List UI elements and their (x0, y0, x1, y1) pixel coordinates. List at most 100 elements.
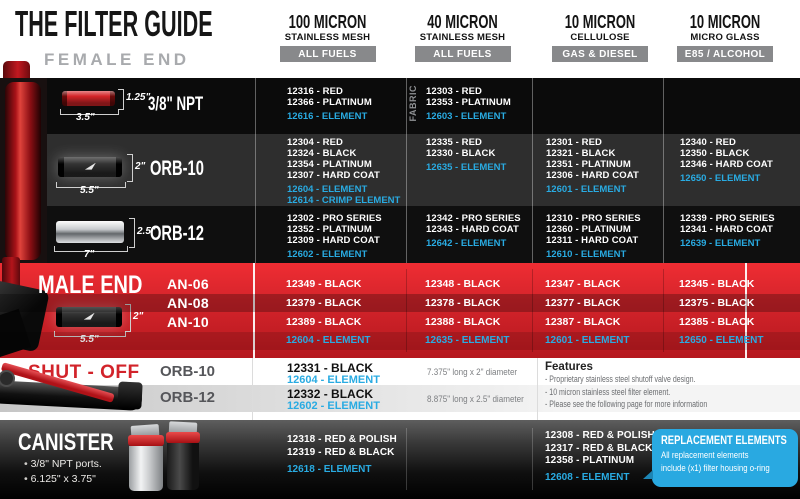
fuel-pump-image (0, 78, 47, 263)
elements-list: 12635 - ELEMENT (426, 162, 507, 173)
elements-list: 12603 - ELEMENT (426, 111, 507, 122)
elements-list: 12650 - ELEMENT (680, 173, 761, 184)
male-end-title: MALE END (38, 271, 143, 299)
male-cell: 12349 - BLACK (286, 278, 362, 290)
parts-list: 12302 - PRO SERIES 12352 - PLATINUM 12309 … (287, 213, 382, 246)
shutoff-size: 7.375" long x 2" diameter (427, 367, 518, 378)
dim-width: 7" (84, 249, 95, 260)
dim-width: 5.5" (80, 185, 99, 196)
parts-list: 12303 - RED 12353 - PLATINUM (426, 86, 511, 108)
shutoff-valve-pivot-image (0, 370, 15, 387)
dim-line-width (54, 331, 126, 337)
elements-list: 12642 - ELEMENT (426, 238, 507, 249)
elements-list: 12601 - ELEMENT (546, 184, 627, 195)
canister-cell: 12308 - RED & POLISH 12317 - RED & BLACK 1… (545, 430, 655, 484)
shut-off-section: SHUT - OFF ORB-10 ORB-12 12331 - BLACK 1… (0, 358, 800, 420)
male-cells: 12379 - BLACK 12378 - BLACK 12377 - BLAC… (255, 294, 800, 312)
dim-line-height (129, 218, 135, 248)
replacement-text: All replacement elements include (x1) fil… (661, 450, 770, 474)
page-title: THE FILTER GUIDE (15, 3, 213, 44)
an-label: AN-08 (167, 295, 209, 311)
elements-list: 12610 - ELEMENT (546, 249, 627, 260)
row-label: ORB-10 (150, 157, 204, 180)
male-cells: 12604 - ELEMENT 12635 - ELEMENT 12601 - … (255, 332, 800, 350)
dim-line-width (60, 109, 119, 115)
parts-list: 12310 - PRO SERIES 12360 - PLATINUM 12311 … (546, 213, 641, 246)
canister-silver-body-image (129, 446, 163, 491)
micron-label: 100 MICRON (288, 12, 367, 32)
dim-height: 2" (133, 311, 144, 322)
shutoff-part: 12332 - BLACK (287, 387, 374, 401)
male-element-cell: 12635 - ELEMENT (425, 335, 510, 346)
shutoff-row-label: ORB-12 (160, 389, 216, 406)
male-cell: 12379 - BLACK (286, 297, 362, 309)
part-cell: 12303 - RED 12353 - PLATINUM 12603 - ELEM… (406, 78, 532, 134)
part-cell: 12335 - RED 12330 - BLACK 12635 - ELEMENT (406, 134, 532, 206)
parts-list: 12318 - RED & POLISH 12319 - RED & BLACK (287, 434, 397, 458)
dim-height: 1.25" (126, 92, 151, 103)
fuel-badge: E85 / ALCOHOL (677, 46, 773, 62)
part-cell: 12342 - PRO SERIES 12343 - HARD COAT 1264… (406, 206, 532, 263)
elements-list: 12608 - ELEMENT (545, 471, 630, 483)
fuel-pump-body (5, 82, 41, 260)
features-block: Features - Proprietary stainless steel s… (545, 361, 753, 411)
separator (663, 269, 664, 352)
parts-list: 12340 - RED 12350 - BLACK 12346 - HARD COA… (680, 137, 773, 170)
replacement-elements-callout: REPLACEMENT ELEMENTS All replacement ele… (643, 429, 798, 487)
elements-list: 12616 - ELEMENT (287, 111, 368, 122)
male-cell: 12378 - BLACK (425, 297, 501, 309)
dim-line-height (125, 304, 131, 332)
canister-bullets: 3/8" NPT ports.6.125" x 3.75" (24, 457, 102, 486)
male-cell: 12385 - BLACK (679, 316, 755, 328)
column-header-40-micron: 40 MICRON STAINLESS MESH ALL FUELS (400, 12, 525, 62)
part-cell: 12339 - PRO SERIES 12341 - HARD COAT 1263… (663, 206, 800, 263)
canister-section: CANISTER 3/8" NPT ports.6.125" x 3.75" 1… (0, 420, 800, 499)
parts-list: 12308 - RED & POLISH 12317 - RED & BLACK 1… (545, 430, 655, 466)
separator (532, 269, 533, 352)
female-end-subtitle: FEMALE END (44, 50, 190, 69)
parts-list: 12342 - PRO SERIES 12343 - HARD COAT (426, 213, 521, 235)
elements-list: 12639 - ELEMENT (680, 238, 761, 249)
dim-line-width (56, 182, 126, 188)
features-list: - Proprietary stainless steel shutoff va… (545, 374, 708, 409)
fuel-badge: ALL FUELS (414, 46, 511, 62)
canister-black-body-image (167, 443, 199, 490)
male-element-cell: 12604 - ELEMENT (286, 335, 371, 346)
male-filter-image (56, 307, 122, 327)
parts-list: 12339 - PRO SERIES 12341 - HARD COAT (680, 213, 775, 235)
female-row-npt: 1.25" 3.5" 3/8" NPT FABRIC 12316 - RED 12… (0, 78, 800, 134)
part-cell: 12316 - RED 12366 - PLATINUM 12616 - ELEM… (255, 78, 406, 134)
male-cell: 12345 - BLACK (679, 278, 755, 290)
shutoff-row-label: ORB-10 (160, 363, 216, 380)
fuel-badge: ALL FUELS (279, 46, 376, 62)
parts-list: 12335 - RED 12330 - BLACK (426, 137, 496, 159)
an-label: AN-10 (167, 314, 209, 330)
micron-label: 10 MICRON (564, 12, 636, 32)
male-cell: 12347 - BLACK (545, 278, 621, 290)
shutoff-valve-cap-image (117, 381, 143, 410)
male-cell: 12348 - BLACK (425, 278, 501, 290)
separator (532, 428, 533, 490)
column-header-10-micron-glass: 10 MICRON MICRO GLASS E85 / ALCOHOL (660, 12, 790, 62)
male-row-an10: AN-10 12389 - BLACK 12388 - BLACK 12387 … (0, 313, 800, 331)
separator (253, 263, 255, 358)
canister-cell: 12318 - RED & POLISH 12319 - RED & BLACK … (287, 434, 397, 476)
part-cell: 12304 - RED 12324 - BLACK 12354 - PLATINUM… (255, 134, 406, 206)
male-cell: 12387 - BLACK (545, 316, 621, 328)
column-header-100-micron: 100 MICRON STAINLESS MESH ALL FUELS (265, 12, 390, 62)
material-label: STAINLESS MESH (419, 32, 506, 43)
male-row-an08: AN-08 12379 - BLACK 12378 - BLACK 12377 … (0, 294, 800, 312)
male-end-section: MALE END 2" 5.5" AN-06 12349 - BLACK 123… (0, 257, 800, 362)
dim-width: 3.5" (76, 112, 95, 123)
parts-list: 12304 - RED 12324 - BLACK 12354 - PLATINUM… (287, 137, 380, 181)
male-cells: 12389 - BLACK 12388 - BLACK 12387 - BLAC… (255, 313, 800, 331)
column-header-10-micron-cellulose: 10 MICRON CELLULOSE GAS & DIESEL (535, 12, 665, 62)
separator (252, 358, 253, 420)
canister-red-cap-image (166, 432, 200, 443)
material-label: CELLULOSE (570, 32, 630, 43)
dim-line-height (118, 89, 124, 110)
dim-width: 5.5" (80, 334, 99, 345)
elements-list: 12602 - ELEMENT (287, 249, 368, 260)
part-cell-empty (532, 78, 663, 134)
